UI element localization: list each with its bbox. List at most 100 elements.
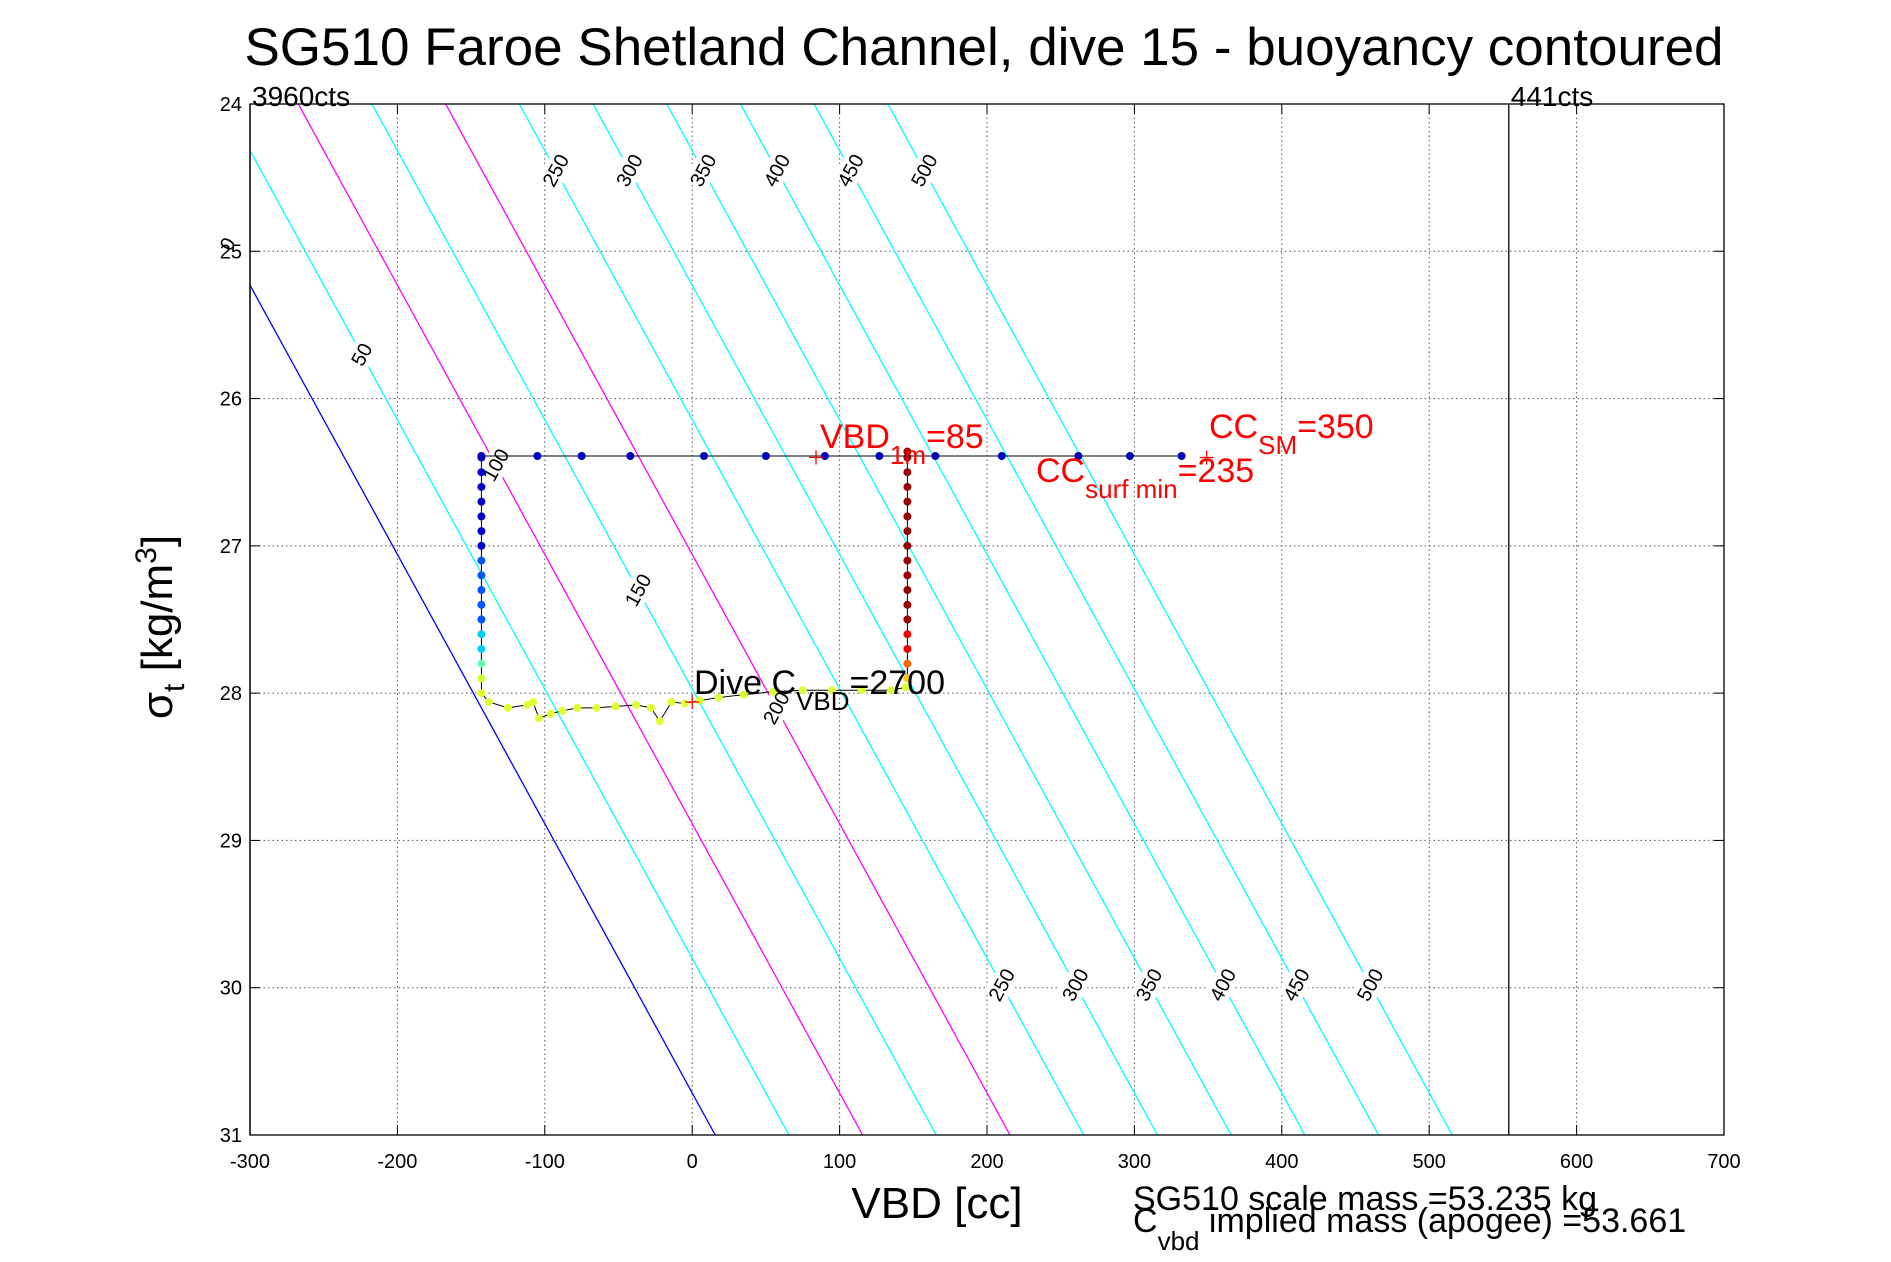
climb-point bbox=[903, 482, 912, 491]
contour-label-bg bbox=[1279, 966, 1314, 1003]
marker-plus bbox=[1199, 450, 1214, 465]
dive-point bbox=[667, 697, 676, 706]
dive-point bbox=[477, 689, 486, 698]
dive-point bbox=[477, 527, 486, 536]
x-tick-label: -100 bbox=[525, 1151, 565, 1173]
x-tick-label: 200 bbox=[970, 1151, 1003, 1173]
contour-label: 350 bbox=[1132, 965, 1167, 1005]
implied-mass-main: C bbox=[1133, 1202, 1158, 1240]
x-tick-label: 400 bbox=[1265, 1151, 1298, 1173]
dive-point bbox=[857, 686, 866, 695]
dive-point bbox=[611, 702, 620, 711]
contour-line bbox=[813, 104, 1380, 1135]
climb-point bbox=[903, 571, 912, 580]
y-axis-label-unit: [kg/m bbox=[133, 564, 182, 684]
surface-point bbox=[577, 452, 586, 461]
contour-label: 250 bbox=[539, 151, 574, 191]
cc-surf-min-tail: =235 bbox=[1178, 452, 1255, 490]
vbd-1m-annotation: VBD1m=85 bbox=[820, 418, 984, 470]
dive-point bbox=[887, 686, 896, 695]
y-axis-label-subscript: t bbox=[158, 683, 191, 692]
x-tick-label: 300 bbox=[1118, 1151, 1151, 1173]
y-axis-label: σt [kg/m3] bbox=[130, 535, 191, 719]
dive-point bbox=[477, 512, 486, 521]
cc-sm-tail: =350 bbox=[1297, 408, 1374, 446]
dive-point bbox=[901, 683, 910, 692]
contour-label: 250 bbox=[985, 965, 1020, 1005]
climb-point bbox=[903, 497, 912, 506]
climb-point bbox=[903, 468, 912, 477]
dive-point bbox=[739, 690, 748, 699]
y-axis-label-close: ] bbox=[133, 535, 182, 547]
contour-line bbox=[666, 104, 1232, 1135]
contour-label: 400 bbox=[760, 151, 795, 191]
cc-surf-min-sub: surf min bbox=[1085, 474, 1177, 504]
surface-point bbox=[761, 452, 770, 461]
contour-label-bg bbox=[984, 966, 1019, 1003]
axes-box bbox=[249, 103, 1725, 1136]
x-tick-label: 0 bbox=[687, 1151, 698, 1173]
dive-point bbox=[798, 686, 807, 695]
climb-point bbox=[903, 600, 912, 609]
dive-point bbox=[680, 699, 689, 708]
dive-c-vbd-annotation: Dive CVBD=2700 bbox=[694, 664, 945, 716]
contour-label-bg bbox=[1057, 966, 1093, 1003]
y-tick-label: 28 bbox=[220, 683, 242, 705]
contour-line bbox=[887, 104, 1453, 1135]
implied-mass-tail: implied mass (apogee) =53.661 bbox=[1199, 1202, 1686, 1240]
contour-label-bg bbox=[833, 152, 868, 189]
tick-labels: -300 -200 -100 0 100 200 300 400 500 600 700 24 25 26… bbox=[220, 94, 1741, 1173]
x-tick-label: 700 bbox=[1707, 1151, 1740, 1173]
implied-mass-sub: vbd bbox=[1158, 1226, 1200, 1256]
contour-label: 100 bbox=[479, 445, 514, 485]
dive-point bbox=[769, 687, 778, 696]
y-tick-label: 29 bbox=[220, 830, 242, 852]
contour-label-bg bbox=[1131, 966, 1167, 1003]
plot-frame bbox=[249, 103, 1725, 1136]
dive-c-vbd-sub: VBD bbox=[796, 686, 849, 716]
dive-c-vbd-tail: =2700 bbox=[850, 664, 946, 702]
surface-point bbox=[477, 452, 486, 461]
x-tick-label: -200 bbox=[377, 1151, 417, 1173]
dive-point bbox=[477, 556, 486, 565]
contour-label: 500 bbox=[907, 151, 942, 191]
contour-label-bg bbox=[612, 152, 647, 189]
contour-label: 450 bbox=[834, 151, 869, 191]
contour-label-bg bbox=[620, 572, 656, 609]
climb-point bbox=[903, 586, 912, 595]
contour-label-bg bbox=[1205, 966, 1240, 1003]
climb-point bbox=[903, 630, 912, 639]
climb-point bbox=[903, 659, 912, 668]
dive-point bbox=[484, 697, 493, 706]
vbd-1m-tail: =85 bbox=[926, 418, 984, 456]
dive-point bbox=[529, 697, 538, 706]
dive-point bbox=[714, 693, 723, 702]
dive-point bbox=[558, 706, 567, 715]
contour-label-bg bbox=[906, 152, 942, 189]
contour-label-bg bbox=[210, 225, 245, 262]
marker-plus bbox=[685, 694, 700, 709]
y-tick-label: 30 bbox=[220, 978, 242, 1000]
surface-point bbox=[931, 452, 940, 461]
x-tick-label: 500 bbox=[1413, 1151, 1446, 1173]
dive-point bbox=[477, 468, 486, 477]
dive-point bbox=[477, 571, 486, 580]
contour-label: 300 bbox=[1058, 965, 1093, 1005]
contour-label-bg bbox=[759, 152, 794, 189]
contour-line bbox=[518, 104, 1085, 1135]
contour-label: 50 bbox=[347, 340, 377, 370]
svg-text:σt [kg/m3]: σt [kg/m3] bbox=[130, 535, 191, 719]
vbd-1m-sub: 1m bbox=[890, 440, 926, 470]
contour-line bbox=[250, 283, 716, 1135]
y-axis-label-superscript: 3 bbox=[130, 547, 163, 564]
dive-point bbox=[592, 703, 601, 712]
marker-plus bbox=[809, 450, 824, 465]
dive-point bbox=[655, 717, 664, 726]
surface-point bbox=[699, 452, 708, 461]
dive-point bbox=[477, 659, 486, 668]
count-limit-lines: 3960cts 441cts bbox=[249, 81, 1593, 1135]
x-tick-label: 600 bbox=[1560, 1151, 1593, 1173]
dive-point bbox=[534, 714, 543, 723]
